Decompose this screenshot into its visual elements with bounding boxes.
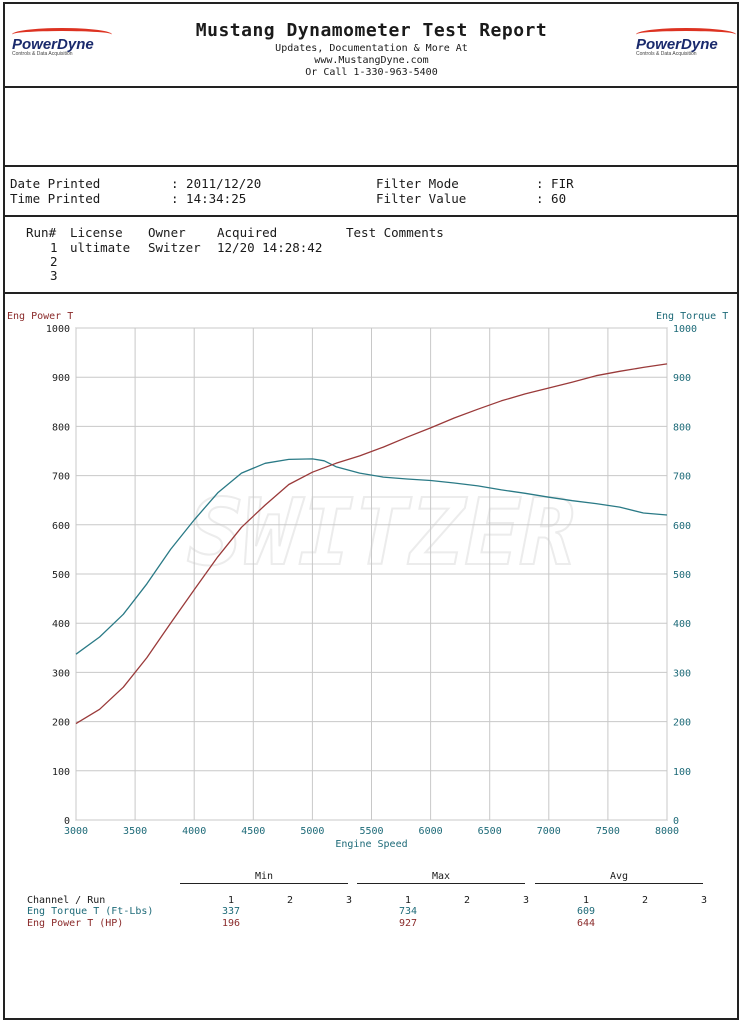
- filter-value-label: Filter Value: [376, 191, 467, 206]
- x-tick-label: 6500: [478, 826, 502, 837]
- y-tick-label-left: 300: [52, 668, 70, 679]
- y-tick-label-right: 600: [673, 521, 691, 532]
- header-website: www.MustangDyne.com: [314, 55, 429, 66]
- x-tick-label: 5500: [359, 826, 383, 837]
- summary-run-number: 1: [582, 895, 590, 906]
- left-axis-title: Eng Power T: [7, 311, 74, 322]
- divider: [3, 165, 739, 167]
- time-printed-value: : 14:34:25: [171, 191, 247, 206]
- powerdyne-logo-right: PowerDyne Controls & Data Acquisition: [636, 28, 736, 57]
- x-tick-label: 3000: [64, 826, 88, 837]
- y-tick-label-left: 400: [52, 619, 70, 630]
- x-tick-label: 7500: [596, 826, 620, 837]
- y-tick-label-left: 100: [52, 767, 70, 778]
- y-tick-label-right: 700: [673, 472, 691, 483]
- y-tick-label-left: 900: [52, 373, 70, 384]
- y-tick-label-right: 300: [673, 668, 691, 679]
- summary-run-number: 1: [404, 895, 412, 906]
- date-printed-value: : 2011/12/20: [171, 176, 262, 191]
- run-number: 3: [50, 268, 58, 283]
- y-tick-label-left: 600: [52, 521, 70, 532]
- summary-run-number: 3: [700, 895, 708, 906]
- y-tick-label-left: 500: [52, 570, 70, 581]
- power-curve: [75, 363, 668, 725]
- runs-header-comments: Test Comments: [346, 225, 444, 240]
- x-tick-label: 4500: [241, 826, 265, 837]
- x-tick-label: 3500: [123, 826, 147, 837]
- y-tick-label-right: 400: [673, 619, 691, 630]
- summary-run-number: 3: [522, 895, 530, 906]
- y-tick-label-left: 1000: [46, 324, 70, 335]
- y-tick-label-left: 700: [52, 472, 70, 483]
- x-tick-label: 4000: [182, 826, 206, 837]
- time-printed-label: Time Printed: [10, 191, 101, 206]
- summary-run-number: 3: [345, 895, 353, 906]
- summary-avg-value: 609: [576, 906, 596, 917]
- powerdyne-logo-left: PowerDyne Controls & Data Acquisition: [12, 28, 112, 57]
- summary-run-number: 2: [641, 895, 649, 906]
- summary-run-number: 1: [227, 895, 235, 906]
- summary-avg-value: 644: [576, 918, 596, 929]
- run-number: 1: [50, 240, 58, 255]
- y-tick-label-right: 900: [673, 373, 691, 384]
- torque-curve: [75, 458, 668, 655]
- filter-mode-value: : FIR: [536, 176, 574, 191]
- x-tick-label: 6000: [419, 826, 443, 837]
- divider: [3, 215, 739, 217]
- summary-group-header: Avg: [609, 871, 629, 882]
- chart-grid: [75, 327, 668, 821]
- runs-header-owner: Owner: [148, 225, 186, 240]
- summary-run-number: 2: [286, 895, 294, 906]
- x-axis-title: Engine Speed: [335, 839, 407, 850]
- runs-header-run: Run#: [26, 225, 57, 240]
- y-tick-label-right: 100: [673, 767, 691, 778]
- y-tick-label-left: 0: [64, 816, 70, 827]
- filter-value-value: : 60: [536, 191, 567, 206]
- run-acquired: 12/20 14:28:42: [217, 240, 323, 255]
- summary-group-rule: [180, 883, 348, 884]
- report-frame: [3, 2, 739, 1020]
- run-number: 2: [50, 254, 58, 269]
- date-printed-label: Date Printed: [10, 176, 101, 191]
- chart-ticks: 3000 3500 4000 4500 5000 5500 6000 6500 7000 7500…: [46, 324, 697, 850]
- run-license: ultimate: [70, 240, 131, 255]
- summary-row-label: Eng Power T (HP): [27, 918, 124, 929]
- chart-series: [75, 363, 668, 725]
- summary-min-value: 337: [221, 906, 241, 917]
- y-tick-label-right: 1000: [673, 324, 697, 335]
- watermark-text: SWITZER: [188, 479, 576, 586]
- summary-channel-header: Channel / Run: [27, 895, 106, 906]
- header-line-1: Updates, Documentation & More At: [275, 43, 468, 54]
- switzer-watermark: SWITZER: [187, 478, 577, 587]
- y-tick-label-right: 0: [673, 816, 679, 827]
- divider: [3, 292, 739, 294]
- x-tick-label: 8000: [655, 826, 679, 837]
- summary-row-label: Eng Torque T (Ft-Lbs): [27, 906, 154, 917]
- y-tick-label-right: 800: [673, 422, 691, 433]
- summary-min-value: 196: [221, 918, 241, 929]
- runs-header-license: License: [70, 225, 123, 240]
- filter-mode-label: Filter Mode: [376, 176, 459, 191]
- report-title: Mustang Dynamometer Test Report: [195, 20, 548, 41]
- header-phone: Or Call 1-330-963-5400: [305, 67, 438, 78]
- dyno-chart: SWITZER 3000 3500 4000 4500 5000 5500 6000 6500…: [46, 324, 697, 850]
- y-tick-label-left: 800: [52, 422, 70, 433]
- x-tick-label: 5000: [300, 826, 324, 837]
- summary-run-number: 2: [463, 895, 471, 906]
- summary-group-header: Min: [254, 871, 274, 882]
- run-owner: Switzer: [148, 240, 201, 255]
- y-tick-label-right: 500: [673, 570, 691, 581]
- runs-header-acquired: Acquired: [217, 225, 278, 240]
- summary-group-rule: [535, 883, 703, 884]
- summary-max-value: 927: [398, 918, 418, 929]
- right-axis-title: Eng Torque T: [656, 311, 729, 322]
- y-tick-label-left: 200: [52, 718, 70, 729]
- x-tick-label: 7000: [537, 826, 561, 837]
- y-tick-label-right: 200: [673, 718, 691, 729]
- summary-group-header: Max: [431, 871, 451, 882]
- summary-max-value: 734: [398, 906, 418, 917]
- divider: [3, 86, 739, 88]
- summary-group-rule: [357, 883, 525, 884]
